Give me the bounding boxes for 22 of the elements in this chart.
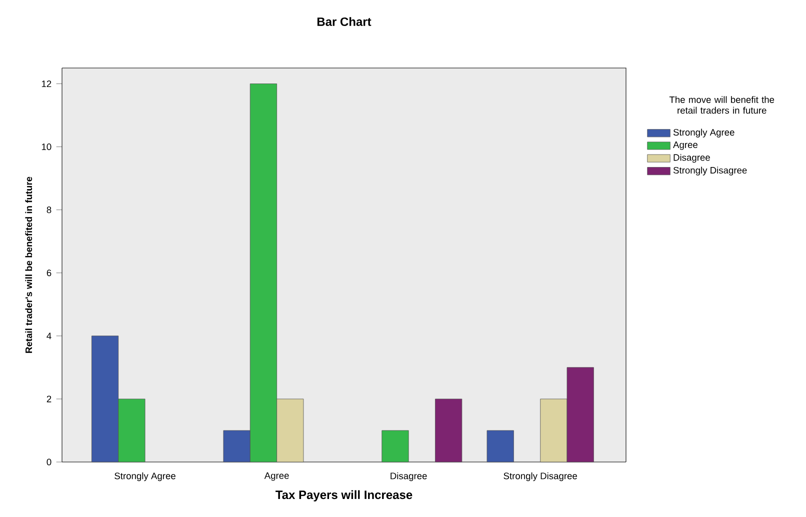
x-axis-title: Tax Payers will Increase	[276, 490, 412, 502]
bar	[382, 430, 409, 462]
x-tick-label: Agree	[264, 472, 289, 481]
y-tick-label: 10	[42, 144, 52, 150]
x-tick-label: Strongly Disagree	[504, 472, 577, 482]
chart-title: Bar Chart	[317, 17, 372, 26]
y-tick-label: 4	[46, 332, 52, 340]
legend-label: Agree	[673, 142, 698, 150]
bar	[435, 398, 462, 462]
y-tick-label: 2	[46, 396, 52, 402]
legend-label: Disagree	[674, 154, 710, 163]
legend-title: The move will benefit the retail traders in future	[669, 96, 774, 114]
y-axis-title: Retail trader's will be benefited in future	[25, 176, 32, 353]
y-tick-label: 0	[46, 458, 52, 466]
bar	[486, 430, 514, 462]
legend-label: Strongly Agree	[673, 128, 734, 138]
y-tick-label: 12	[42, 80, 52, 88]
y-tick-label: 6	[46, 270, 52, 276]
legend-label: Strongly Disagree	[673, 166, 747, 176]
y-tick-label: 8	[46, 206, 52, 214]
x-tick-label: Strongly Agree	[114, 472, 176, 482]
x-tick-label: Disagree	[390, 472, 427, 482]
